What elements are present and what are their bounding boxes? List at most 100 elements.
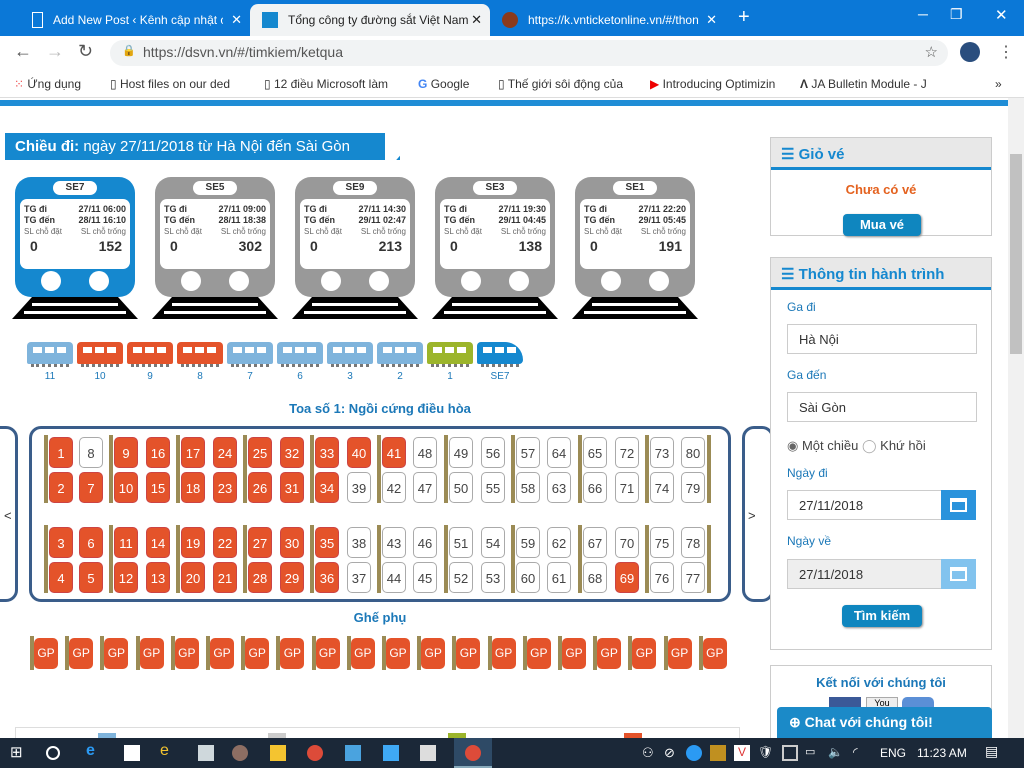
seat-59[interactable]: 59 — [516, 527, 540, 558]
seat-55[interactable]: 55 — [481, 472, 505, 503]
seat-8[interactable]: 8 — [79, 437, 103, 468]
extra-seat[interactable]: GP — [526, 638, 551, 669]
seat-37[interactable]: 37 — [347, 562, 371, 593]
train-card-se9[interactable]: SE9 TG đi 27/11 14:30 TG đến 29/11 02:47 SL c… — [292, 177, 418, 319]
seat-30[interactable]: 30 — [280, 527, 304, 558]
seat-77[interactable]: 77 — [681, 562, 705, 593]
coach-2[interactable] — [377, 342, 423, 364]
seat-43[interactable]: 43 — [382, 527, 406, 558]
antivirus-icon[interactable]: V — [734, 745, 750, 761]
seat-63[interactable]: 63 — [547, 472, 571, 503]
seat-15[interactable]: 15 — [146, 472, 170, 503]
seat-4[interactable]: 4 — [49, 562, 73, 593]
seat-68[interactable]: 68 — [583, 562, 607, 593]
seat-75[interactable]: 75 — [650, 527, 674, 558]
seat-48[interactable]: 48 — [413, 437, 437, 468]
seat-26[interactable]: 26 — [248, 472, 272, 503]
windows-start-icon[interactable]: ⊞ — [10, 744, 23, 761]
seat-51[interactable]: 51 — [449, 527, 473, 558]
seat-6[interactable]: 6 — [79, 527, 103, 558]
extra-seat[interactable]: GP — [315, 638, 340, 669]
train-card-se1[interactable]: SE1 TG đi 27/11 22:20 TG đến 29/11 05:45 SL c… — [572, 177, 698, 319]
extra-seat[interactable]: GP — [34, 638, 58, 669]
seat-74[interactable]: 74 — [650, 472, 674, 503]
address-bar[interactable]: 🔒 https://dsvn.vn/#/timkiem/ketqua ☆ — [110, 40, 948, 66]
extra-seat[interactable]: GP — [350, 638, 375, 669]
seat-41[interactable]: 41 — [382, 437, 406, 468]
seat-11[interactable]: 11 — [114, 527, 138, 558]
store-icon[interactable] — [124, 745, 140, 761]
prev-arrow[interactable]: < — [4, 508, 12, 523]
oneway-radio[interactable]: ◉ — [787, 438, 799, 453]
wifi-icon[interactable]: ◜ — [853, 745, 858, 759]
seat-28[interactable]: 28 — [248, 562, 272, 593]
coach-1[interactable] — [427, 342, 473, 364]
seat-7[interactable]: 7 — [79, 472, 103, 503]
seat-44[interactable]: 44 — [382, 562, 406, 593]
depart-date-input[interactable]: 27/11/2018 — [787, 490, 942, 520]
extra-seat[interactable]: GP — [245, 638, 270, 669]
coach-6[interactable] — [277, 342, 323, 364]
seat-40[interactable]: 40 — [347, 437, 371, 468]
seat-57[interactable]: 57 — [516, 437, 540, 468]
ie-icon[interactable]: e — [160, 742, 169, 759]
seat-80[interactable]: 80 — [681, 437, 705, 468]
calendar-icon[interactable] — [941, 559, 976, 589]
tab-vnticket[interactable]: https://k.vnticketonline.vn/#/thon ✕ — [490, 4, 725, 36]
coach-11[interactable] — [27, 342, 73, 364]
tab-dsvn[interactable]: Tổng công ty đường sắt Việt Nam ✕ — [250, 4, 490, 36]
seat-52[interactable]: 52 — [449, 562, 473, 593]
seat-14[interactable]: 14 — [146, 527, 170, 558]
seat-46[interactable]: 46 — [413, 527, 437, 558]
seat-49[interactable]: 49 — [449, 437, 473, 468]
paint-icon[interactable] — [232, 745, 248, 761]
seat-70[interactable]: 70 — [615, 527, 639, 558]
train-card-se3[interactable]: SE3 TG đi 27/11 19:30 TG đến 29/11 04:45 SL c… — [432, 177, 558, 319]
seat-25[interactable]: 25 — [248, 437, 272, 468]
seat-3[interactable]: 3 — [49, 527, 73, 558]
seat-13[interactable]: 13 — [146, 562, 170, 593]
seat-60[interactable]: 60 — [516, 562, 540, 593]
bookmark-item[interactable]: ▯ 12 điều Microsoft làm — [264, 77, 388, 91]
restore-button[interactable]: ❐ — [950, 6, 963, 22]
seat-35[interactable]: 35 — [315, 527, 339, 558]
seat-23[interactable]: 23 — [213, 472, 237, 503]
reload-icon[interactable]: ↻ — [78, 41, 94, 61]
coach-9[interactable] — [127, 342, 173, 364]
coach-label[interactable]: 6 — [297, 371, 303, 382]
chat-button[interactable]: ⊕ Chat với chúng tôi! — [777, 707, 992, 738]
clock[interactable]: 11:23 AM — [917, 746, 967, 760]
seat-58[interactable]: 58 — [516, 472, 540, 503]
roundtrip-radio[interactable]: ◯ — [861, 438, 877, 453]
more-bookmarks-icon[interactable]: » — [995, 77, 1002, 91]
star-icon[interactable]: ☆ — [924, 44, 938, 61]
seat-16[interactable]: 16 — [146, 437, 170, 468]
seat-36[interactable]: 36 — [315, 562, 339, 593]
next-arrow[interactable]: > — [748, 508, 756, 523]
coach-label[interactable]: 1 — [447, 371, 453, 382]
seat-56[interactable]: 56 — [481, 437, 505, 468]
seat-42[interactable]: 42 — [382, 472, 406, 503]
app-tray-icon[interactable] — [710, 745, 726, 761]
coach-8[interactable] — [177, 342, 223, 364]
notepad-icon[interactable] — [198, 745, 214, 761]
notifications-icon[interactable]: ▤ — [985, 743, 999, 759]
coach-3[interactable] — [327, 342, 373, 364]
forward-icon[interactable]: → — [46, 41, 64, 61]
close-window-button[interactable]: ✕ — [995, 7, 1008, 24]
bookmark-item[interactable]: Λ JA Bulletin Module - J — [800, 77, 927, 91]
bookmark-apps[interactable]: ⁙ Ứng dụng — [14, 77, 82, 91]
cortana-icon[interactable] — [46, 746, 60, 760]
seat-76[interactable]: 76 — [650, 562, 674, 593]
bookmark-youtube[interactable]: ▶ Introducing Optimizin — [650, 77, 776, 91]
volume-icon[interactable]: 🔈 — [828, 745, 843, 759]
bookmark-google[interactable]: G Google — [418, 77, 470, 91]
seat-39[interactable]: 39 — [347, 472, 371, 503]
language-indicator[interactable]: ENG — [880, 746, 907, 760]
extra-seat[interactable]: GP — [702, 638, 727, 669]
seat-62[interactable]: 62 — [547, 527, 571, 558]
coach-10[interactable] — [77, 342, 123, 364]
seat-67[interactable]: 67 — [583, 527, 607, 558]
security-icon[interactable]: 🛡 — [758, 745, 774, 759]
extra-seat[interactable]: GP — [632, 638, 657, 669]
